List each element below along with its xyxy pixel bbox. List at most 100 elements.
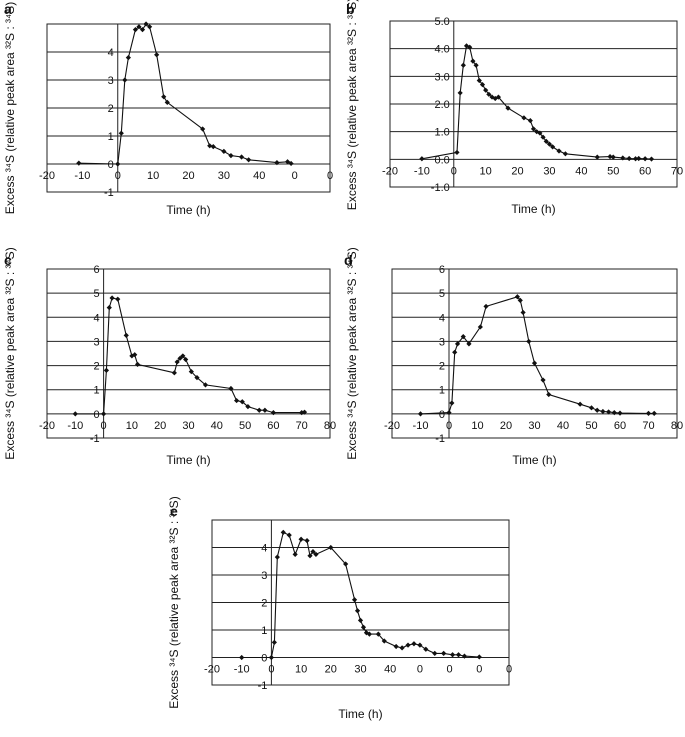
data-point	[432, 650, 438, 656]
plot-frame	[211, 519, 510, 686]
x-tick-label: 0	[417, 664, 423, 676]
data-point	[537, 130, 543, 136]
data-point	[174, 359, 180, 365]
y-tick-label: -1.0	[431, 182, 450, 194]
y-tick-label: 2.0	[434, 99, 449, 111]
x-tick-label: 60	[614, 420, 626, 432]
data-point	[234, 397, 240, 404]
y-tick-label: 3	[439, 336, 445, 348]
data-point	[280, 529, 286, 535]
y-tick-label: 2	[439, 361, 445, 373]
x-tick-label: 60	[639, 165, 651, 177]
data-point	[123, 332, 129, 338]
x-tick-label: 70	[296, 420, 308, 432]
data-point	[454, 149, 460, 156]
data-point	[520, 309, 526, 316]
data-point	[645, 410, 652, 416]
data-point	[466, 341, 472, 347]
data-point	[354, 608, 361, 614]
data-point	[489, 94, 495, 100]
x-tick-label: 30	[218, 170, 230, 182]
x-tick-label: 70	[671, 165, 683, 177]
x-tick-label: -20	[39, 170, 55, 182]
y-tick-label: 2	[93, 361, 99, 373]
x-tick-label: -20	[204, 664, 220, 676]
data-point	[164, 99, 170, 105]
y-tick-label: -1	[104, 187, 114, 199]
data-point	[200, 126, 206, 132]
data-point	[132, 27, 139, 33]
panel-letter: a	[4, 1, 12, 17]
plot-frame	[391, 268, 678, 439]
data-point	[125, 55, 131, 61]
data-point	[483, 87, 489, 93]
data-point	[270, 410, 276, 416]
data-point	[399, 645, 405, 651]
x-tick-label: -10	[67, 420, 83, 432]
data-point	[268, 654, 274, 661]
y-tick-label: 0.0	[434, 154, 449, 166]
data-point	[423, 646, 429, 652]
y-tick-label: 1	[261, 625, 267, 637]
x-tick-label: -20	[382, 165, 398, 177]
y-tick-label: 0	[108, 159, 114, 171]
data-point	[115, 161, 121, 167]
data-point	[600, 408, 606, 415]
data-point	[103, 367, 110, 373]
data-point	[343, 561, 349, 567]
y-tick-label: 5	[93, 288, 99, 300]
data-point	[328, 544, 334, 551]
data-point	[651, 410, 657, 416]
data-point	[304, 538, 310, 544]
data-point	[381, 638, 387, 644]
y-tick-label: 5.0	[434, 16, 449, 28]
data-point	[109, 295, 115, 301]
y-tick-label: 2	[261, 598, 267, 610]
data-point	[136, 24, 142, 30]
data-point	[118, 130, 124, 136]
y-tick-label: 3.0	[434, 71, 449, 83]
y-tick-label: 1.0	[434, 127, 449, 139]
data-point	[228, 153, 234, 159]
data-point	[238, 154, 245, 160]
data-point	[606, 409, 612, 415]
data-point	[246, 157, 252, 163]
data-point	[486, 91, 492, 97]
x-tick-label: 40	[253, 170, 265, 182]
x-tick-label: -10	[74, 170, 90, 182]
y-tick-label: 4.0	[434, 44, 449, 56]
data-point	[210, 144, 216, 150]
data-point	[393, 643, 399, 650]
data-point	[642, 156, 648, 162]
data-point	[588, 405, 595, 411]
data-point	[441, 650, 447, 656]
data-point	[411, 641, 417, 647]
data-point	[161, 94, 167, 100]
data-point	[177, 355, 183, 361]
x-tick-label: 50	[239, 420, 251, 432]
x-axis-title: Time (h)	[511, 202, 555, 216]
y-tick-label: 6	[93, 264, 99, 276]
data-point	[636, 155, 642, 162]
x-tick-label: 0	[447, 664, 453, 676]
x-tick-label: 20	[154, 420, 166, 432]
x-tick-label: -10	[413, 420, 429, 432]
data-point	[419, 156, 425, 162]
y-tick-label: 5	[439, 288, 445, 300]
x-tick-label: 40	[557, 420, 569, 432]
y-tick-label: 1	[93, 385, 99, 397]
data-point	[106, 305, 112, 311]
panel-letter: c	[4, 252, 12, 268]
y-tick-label: 4	[108, 47, 114, 59]
y-tick-label: 4	[93, 312, 99, 324]
data-point	[143, 21, 149, 27]
data-point	[648, 156, 655, 162]
y-axis-title: Excess ³⁴S (relative peak area ³²S : ³⁴S…	[345, 247, 359, 459]
data-point	[180, 353, 186, 359]
x-tick-label: -10	[414, 165, 430, 177]
data-point	[288, 160, 294, 167]
data-point	[577, 401, 583, 407]
data-point	[72, 411, 78, 417]
data-point	[479, 82, 486, 88]
y-tick-label: 1	[108, 131, 114, 143]
